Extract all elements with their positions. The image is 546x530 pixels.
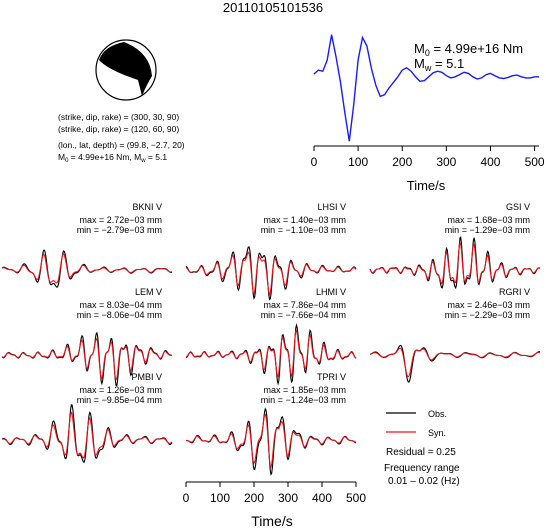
station-max: max = 2.72e−03 mm xyxy=(79,215,162,225)
residual-text: Residual = 0.25 xyxy=(386,447,456,458)
station-min: min = −1.29e−03 mm xyxy=(445,225,530,235)
station-max: max = 1.85e−03 mm xyxy=(263,385,346,395)
legend-obs-label: Obs. xyxy=(428,409,447,419)
stf-series xyxy=(313,34,539,142)
beachball-icon xyxy=(95,39,157,101)
station-name: LHMI V xyxy=(316,287,346,297)
station-min: min = −7.66e−04 mm xyxy=(261,310,346,320)
bottom-tick-label: 0 xyxy=(183,491,190,505)
stf-tick-label: 200 xyxy=(392,155,412,169)
station-max: max = 7.86e−04 mm xyxy=(263,300,346,310)
bottom-x-ticks: 0 100 200 300 400 500 xyxy=(183,482,366,505)
station-min: min = −1.10e−03 mm xyxy=(261,225,346,235)
stf-x-label: Time/s xyxy=(407,178,446,193)
synthetic-trace xyxy=(186,413,356,469)
stf-panel: 0 100 200 300 400 500 Time/s M0 = 4.99e+16 Nm… xyxy=(311,34,545,193)
synthetic-trace xyxy=(1,411,173,459)
bottom-tick-label: 500 xyxy=(346,491,366,505)
figure-title: 20110105101536 xyxy=(223,0,323,15)
station-min: min = −2.29e−03 mm xyxy=(445,310,530,320)
stf-tick-label: 500 xyxy=(525,155,545,169)
synthetic-trace xyxy=(369,241,541,285)
source-info: (strike, dip, rake) = (300, 30, 90) (str… xyxy=(58,112,185,164)
bottom-x-label: Time/s xyxy=(251,513,292,529)
bottom-tick-label: 400 xyxy=(312,491,332,505)
synthetic-trace xyxy=(185,251,357,297)
bottom-tick-label: 200 xyxy=(244,491,264,505)
station-min: min = −2.79e−03 mm xyxy=(77,225,162,235)
station-name: GSI V xyxy=(506,202,530,212)
synthetic-trace xyxy=(185,329,357,378)
station-max: max = 1.26e−03 mm xyxy=(79,385,162,395)
info-line-3: (lon., lat, depth) = (99.8, −2.7, 20) xyxy=(58,140,185,150)
station-name: LEM V xyxy=(135,287,162,297)
frequency-range-values: 0.01 – 0.02 (Hz) xyxy=(388,476,460,487)
synthetic-trace xyxy=(369,347,541,378)
bottom-time-axis: 0 100 200 300 400 500 Time/s xyxy=(183,481,366,529)
observed-trace xyxy=(369,236,541,290)
station-min: min = −8.06e−04 mm xyxy=(77,310,162,320)
stf-mw-label: Mw = 5.1 xyxy=(414,56,464,73)
stf-tick-label: 400 xyxy=(480,155,500,169)
info-line-4: M0 = 4.99e+16 Nm, Mw = 5.1 xyxy=(58,152,167,164)
station-name: LHSI V xyxy=(317,202,346,212)
station-max: max = 2.46e−03 mm xyxy=(447,300,530,310)
station-name: BKNI V xyxy=(132,202,162,212)
observed-trace xyxy=(185,407,357,477)
synthetic-trace xyxy=(1,253,173,284)
station-name: RGRI V xyxy=(499,287,530,297)
legend: Obs. Syn. Residual = 0.25 Frequency rang… xyxy=(384,409,460,487)
station-max: max = 8.03e−04 mm xyxy=(79,300,162,310)
stf-m0-label: M0 = 4.99e+16 Nm xyxy=(414,41,523,58)
stf-tick-label: 300 xyxy=(436,155,456,169)
info-line-2: (strike, dip, rake) = (120, 60, 90) xyxy=(58,124,179,134)
observed-trace xyxy=(369,344,541,383)
synthetic-trace xyxy=(1,337,173,382)
station-name: TPRI V xyxy=(317,372,346,382)
stf-x-ticks: 0 100 200 300 400 500 xyxy=(311,146,545,169)
bottom-tick-label: 300 xyxy=(278,491,298,505)
frequency-range-title: Frequency range xyxy=(384,463,460,474)
legend-syn-label: Syn. xyxy=(428,428,446,438)
station-max: max = 1.40e−03 mm xyxy=(263,215,346,225)
station-min: min = −1.24e−03 mm xyxy=(261,395,346,405)
stf-tick-label: 0 xyxy=(311,155,318,169)
bottom-tick-label: 100 xyxy=(210,491,230,505)
info-line-1: (strike, dip, rake) = (300, 30, 90) xyxy=(58,112,179,122)
station-min: min = −9.85e−04 mm xyxy=(77,395,162,405)
station-name: PMBI V xyxy=(131,372,162,382)
stf-tick-label: 100 xyxy=(348,155,368,169)
station-max: max = 1.68e−03 mm xyxy=(447,215,530,225)
